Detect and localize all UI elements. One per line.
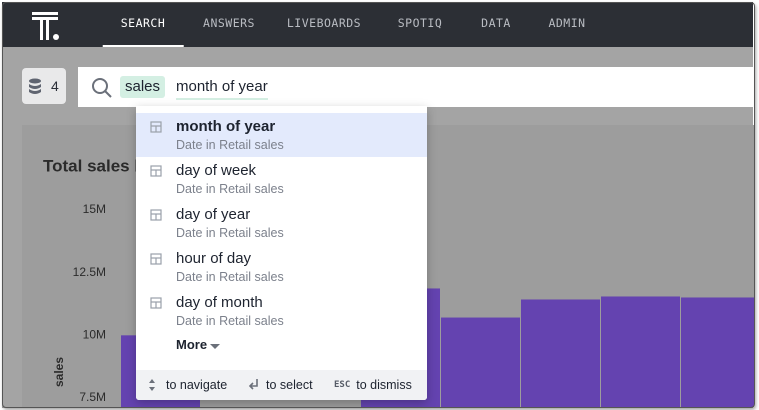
nav-item[interactable]: ADMIN <box>548 16 586 30</box>
keyboard-hints: to navigate to select ESC to dismiss <box>136 370 427 400</box>
suggestion-title: month of year <box>176 118 276 135</box>
hint-text: to navigate <box>166 378 228 392</box>
table-icon <box>150 253 162 265</box>
nav-item[interactable]: SEARCH <box>102 2 184 47</box>
nav-item[interactable]: SPOTIQ <box>397 16 443 30</box>
source-button[interactable]: 4 <box>22 68 66 104</box>
hint-text: to dismiss <box>356 378 412 392</box>
bar <box>441 317 520 407</box>
icon-shape <box>149 379 155 391</box>
suggestion-subtitle: Date in Retail sales <box>176 314 284 328</box>
suggestion-title: day of week <box>176 162 257 179</box>
suggestion-subtitle: Date in Retail sales <box>176 138 284 152</box>
table-icon <box>150 165 162 177</box>
bar <box>601 296 680 407</box>
y-tick-label: 7.5M <box>79 390 106 404</box>
hint-key: ESC <box>334 380 351 390</box>
suggestion-subtitle: Date in Retail sales <box>176 182 284 196</box>
y-axis-label: sales <box>52 357 66 387</box>
bar <box>681 297 754 407</box>
hint: to navigate <box>148 370 227 400</box>
suggestion-item[interactable]: day of week Date in Retail sales <box>136 157 427 201</box>
suggestion-item[interactable]: day of month Date in Retail sales <box>136 289 427 333</box>
source-count: 4 <box>51 78 59 94</box>
search-bar[interactable]: sales month of year <box>78 67 754 107</box>
icon-shape <box>210 344 220 349</box>
suggestion-dropdown: to navigate to select ESC to dismiss month … <box>136 106 427 400</box>
bar <box>521 299 600 407</box>
search-query[interactable]: month of year <box>176 76 268 100</box>
caret-icon <box>210 344 220 349</box>
hint-icon <box>149 379 155 391</box>
database-icon <box>29 78 41 94</box>
table-icon <box>150 297 162 309</box>
nav-item[interactable]: DATA <box>481 16 511 30</box>
icon-shape <box>248 379 258 390</box>
nav-item[interactable]: ANSWERS <box>203 16 255 30</box>
y-tick-label: 12.5M <box>73 265 106 279</box>
suggestion-item[interactable]: month of year Date in Retail sales <box>136 113 427 157</box>
hint: ESC to dismiss <box>334 370 412 400</box>
search-icon <box>92 78 112 98</box>
y-tick-label: 15M <box>83 202 106 216</box>
suggestion-subtitle: Date in Retail sales <box>176 226 284 240</box>
top-nav: SEARCH ANSWERS LIVEBOARDS SPOTIQ DATA ADMIN <box>2 2 753 47</box>
nav-item[interactable]: LIVEBOARDS <box>286 16 362 30</box>
suggestion-subtitle: Date in Retail sales <box>176 270 284 284</box>
hint-icon <box>248 379 258 390</box>
table-icon <box>150 121 162 133</box>
suggestion-title: day of year <box>176 206 251 223</box>
suggestion-title: hour of day <box>176 250 252 267</box>
y-tick-label: 10M <box>83 328 106 342</box>
hint-text: to select <box>266 378 313 392</box>
chart-title: Total sales b <box>43 156 145 175</box>
suggestion-item[interactable]: day of year Date in Retail sales <box>136 201 427 245</box>
search-token[interactable]: sales <box>120 76 166 98</box>
suggestion-item[interactable]: hour of day Date in Retail sales <box>136 245 427 289</box>
suggestion-title: day of month <box>176 294 263 311</box>
logo[interactable] <box>30 10 64 42</box>
table-icon <box>150 209 162 221</box>
more-button[interactable]: More <box>176 337 208 352</box>
hint: to select <box>248 370 313 400</box>
